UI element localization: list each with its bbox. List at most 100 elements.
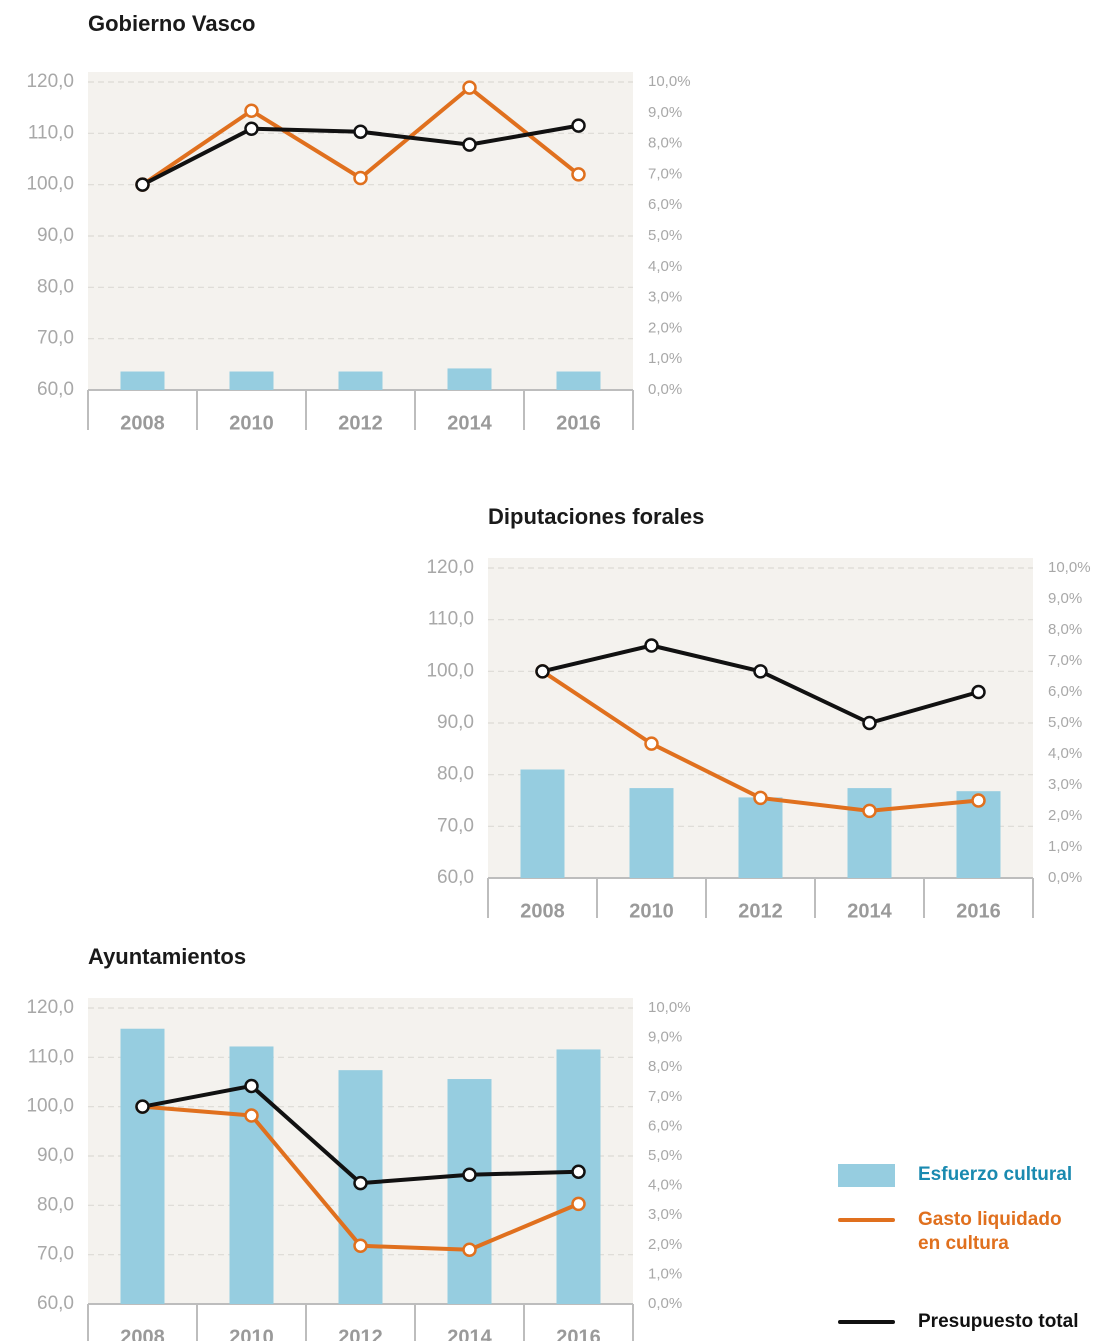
x-tick-label: 2010 — [629, 900, 674, 922]
y2-tick-label: 0,0% — [648, 381, 682, 398]
line-point — [244, 1078, 259, 1094]
y2-tick-label: 2,0% — [1048, 807, 1082, 824]
y2-tick-label: 9,0% — [1048, 590, 1082, 607]
line-point — [462, 80, 477, 95]
y2-tick-label: 5,0% — [1048, 714, 1082, 731]
line-point — [353, 170, 368, 186]
line-point — [571, 167, 586, 182]
line-point — [353, 1238, 368, 1254]
y2-tick-label: 1,0% — [648, 1265, 682, 1282]
y2-tick-label: 6,0% — [648, 196, 682, 213]
y2-tick-label: 3,0% — [1048, 776, 1082, 793]
line-point — [353, 124, 368, 140]
line-point — [971, 684, 986, 700]
x-tick-label: 2016 — [556, 412, 601, 434]
line-point — [244, 1108, 259, 1123]
y-tick-label: 70,0 — [37, 328, 74, 349]
y2-tick-label: 6,0% — [648, 1117, 682, 1134]
y-tick-label: 110,0 — [28, 122, 74, 143]
line-point — [135, 1099, 150, 1114]
line-point — [571, 1196, 586, 1212]
x-tick-label: 2016 — [556, 1326, 601, 1341]
y-tick-label: 120,0 — [26, 71, 74, 92]
x-tick-label: 2014 — [847, 900, 892, 922]
legend-item: Esfuerzo cultural — [838, 1163, 1072, 1187]
chart-title: Gobierno Vasco — [88, 11, 256, 36]
line-point — [535, 664, 550, 679]
line-point — [353, 1175, 368, 1191]
y-tick-label: 90,0 — [437, 712, 474, 733]
line-point — [753, 664, 768, 679]
legend-swatch — [838, 1218, 895, 1222]
legend-swatch — [838, 1320, 895, 1324]
x-tick-label: 2008 — [120, 412, 165, 434]
y-tick-label: 80,0 — [437, 764, 474, 785]
y-tick-label: 80,0 — [37, 276, 74, 297]
line-point — [462, 1167, 477, 1182]
y2-tick-label: 7,0% — [648, 1088, 682, 1105]
y-tick-label: 90,0 — [37, 225, 74, 246]
line-point — [862, 803, 877, 819]
y-tick-label: 100,0 — [426, 660, 474, 681]
y2-tick-label: 5,0% — [648, 227, 682, 244]
y-tick-label: 100,0 — [26, 1096, 74, 1117]
legend-item: Presupuesto total — [838, 1310, 1078, 1334]
line-point — [644, 638, 659, 653]
legend-label: Gasto liquidado en cultura — [918, 1209, 1062, 1254]
line-point — [571, 118, 586, 133]
y2-tick-label: 9,0% — [648, 104, 682, 121]
x-tick-label: 2014 — [447, 412, 492, 434]
line-point — [244, 103, 259, 118]
x-tick-label: 2012 — [338, 412, 383, 434]
y2-tick-label: 3,0% — [648, 289, 682, 306]
y-tick-label: 120,0 — [426, 557, 474, 578]
bar — [629, 788, 674, 878]
bar — [556, 371, 601, 390]
y-tick-label: 90,0 — [37, 1145, 74, 1166]
y2-tick-label: 0,0% — [648, 1295, 682, 1312]
line-point — [462, 1242, 477, 1257]
y2-tick-label: 7,0% — [648, 165, 682, 182]
y-tick-label: 60,0 — [437, 867, 474, 888]
y-tick-label: 110,0 — [28, 1046, 74, 1067]
line-point — [644, 736, 659, 751]
legend-swatch — [838, 1163, 895, 1187]
y-tick-label: 60,0 — [37, 379, 74, 400]
y2-tick-label: 10,0% — [648, 999, 691, 1016]
x-tick-label: 2008 — [120, 1326, 165, 1341]
y2-tick-label: 8,0% — [648, 135, 682, 152]
x-tick-label: 2008 — [520, 900, 565, 922]
y-tick-label: 70,0 — [437, 815, 474, 836]
y2-tick-label: 9,0% — [648, 1029, 682, 1046]
line-point — [462, 137, 477, 152]
legend-item: Gasto liquidado en cultura — [838, 1208, 1083, 1256]
y-tick-label: 100,0 — [26, 174, 74, 195]
y2-tick-label: 10,0% — [1048, 559, 1091, 576]
x-tick-label: 2012 — [338, 1326, 383, 1341]
plot-background — [88, 72, 633, 390]
bar — [447, 368, 492, 390]
y2-tick-label: 8,0% — [648, 1058, 682, 1075]
line-point — [571, 1164, 586, 1180]
x-tick-label: 2012 — [738, 900, 783, 922]
y-tick-label: 80,0 — [37, 1194, 74, 1215]
bar — [447, 1079, 492, 1304]
y2-tick-label: 0,0% — [1048, 869, 1082, 886]
bar — [738, 797, 783, 878]
x-tick-label: 2010 — [229, 1326, 274, 1341]
y2-tick-label: 2,0% — [648, 319, 682, 336]
x-tick-label: 2016 — [956, 900, 1001, 922]
y2-tick-label: 2,0% — [648, 1236, 682, 1253]
bar — [120, 1028, 165, 1304]
y2-tick-label: 3,0% — [648, 1206, 682, 1223]
y-tick-label: 60,0 — [37, 1293, 74, 1314]
y2-tick-label: 5,0% — [648, 1147, 682, 1164]
y2-tick-label: 7,0% — [1048, 652, 1082, 669]
y2-tick-label: 6,0% — [1048, 683, 1082, 700]
bar — [229, 371, 274, 390]
chart-title: Diputaciones forales — [488, 504, 704, 529]
bar — [120, 371, 165, 390]
line-point — [862, 715, 877, 731]
